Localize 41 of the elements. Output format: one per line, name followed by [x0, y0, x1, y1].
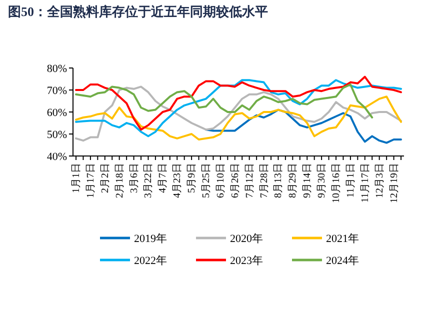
- y-tick-label: 70%: [46, 84, 67, 97]
- y-tick-label: 60%: [46, 106, 67, 119]
- x-tick-label: 5月25日: [201, 163, 212, 198]
- x-tick-label: 3月22日: [143, 163, 154, 198]
- chart-title: 图50：全国熟料库存位于近五年同期较低水平: [8, 4, 268, 19]
- x-tick-label: 10月16日: [331, 163, 342, 203]
- x-tick-label: 1月1日: [71, 163, 82, 193]
- x-tick-label: 9月30日: [316, 163, 328, 198]
- x-tick-label: 12月3日: [374, 163, 386, 198]
- legend-label: 2019年: [134, 232, 167, 245]
- line-series: [205, 108, 402, 144]
- line-series: [75, 84, 374, 118]
- legend-label: 2024年: [326, 254, 359, 267]
- x-tick-label: 7月28日: [258, 163, 270, 198]
- line-series: [75, 86, 402, 142]
- line-series: [75, 76, 402, 131]
- x-tick-label: 4月23日: [172, 163, 184, 198]
- y-tick-label: 80%: [46, 62, 67, 75]
- x-tick-label: 9月14日: [302, 163, 314, 198]
- x-tick-label: 7月12日: [244, 163, 256, 198]
- y-tick-label: 40%: [46, 150, 67, 163]
- x-tick-label: 12月19日: [388, 163, 400, 203]
- x-tick-label: 3月6日: [128, 163, 140, 193]
- x-tick-label: 2月2日: [100, 163, 111, 193]
- legend-label: 2022年: [134, 254, 167, 267]
- x-tick-label: 1月17日: [85, 163, 96, 198]
- legend-label: 2021年: [326, 232, 359, 245]
- legend-label: 2023年: [230, 254, 263, 267]
- x-tick-label: 8月13日: [273, 163, 284, 198]
- x-tick-label: 6月10日: [215, 163, 226, 198]
- x-tick-label: 4月7日: [158, 163, 169, 193]
- line-series: [75, 96, 402, 140]
- y-tick-label: 50%: [46, 128, 67, 141]
- x-tick-label: 5月9日: [186, 163, 198, 193]
- x-tick-label: 6月26日: [230, 163, 241, 198]
- x-tick-label: 8月29日: [288, 163, 299, 198]
- x-tick-label: 11月1日: [345, 163, 356, 198]
- line-series: [75, 79, 402, 138]
- x-tick-label: 2月18日: [114, 163, 126, 198]
- legend-label: 2020年: [230, 232, 263, 245]
- x-tick-label: 11月17日: [360, 163, 371, 203]
